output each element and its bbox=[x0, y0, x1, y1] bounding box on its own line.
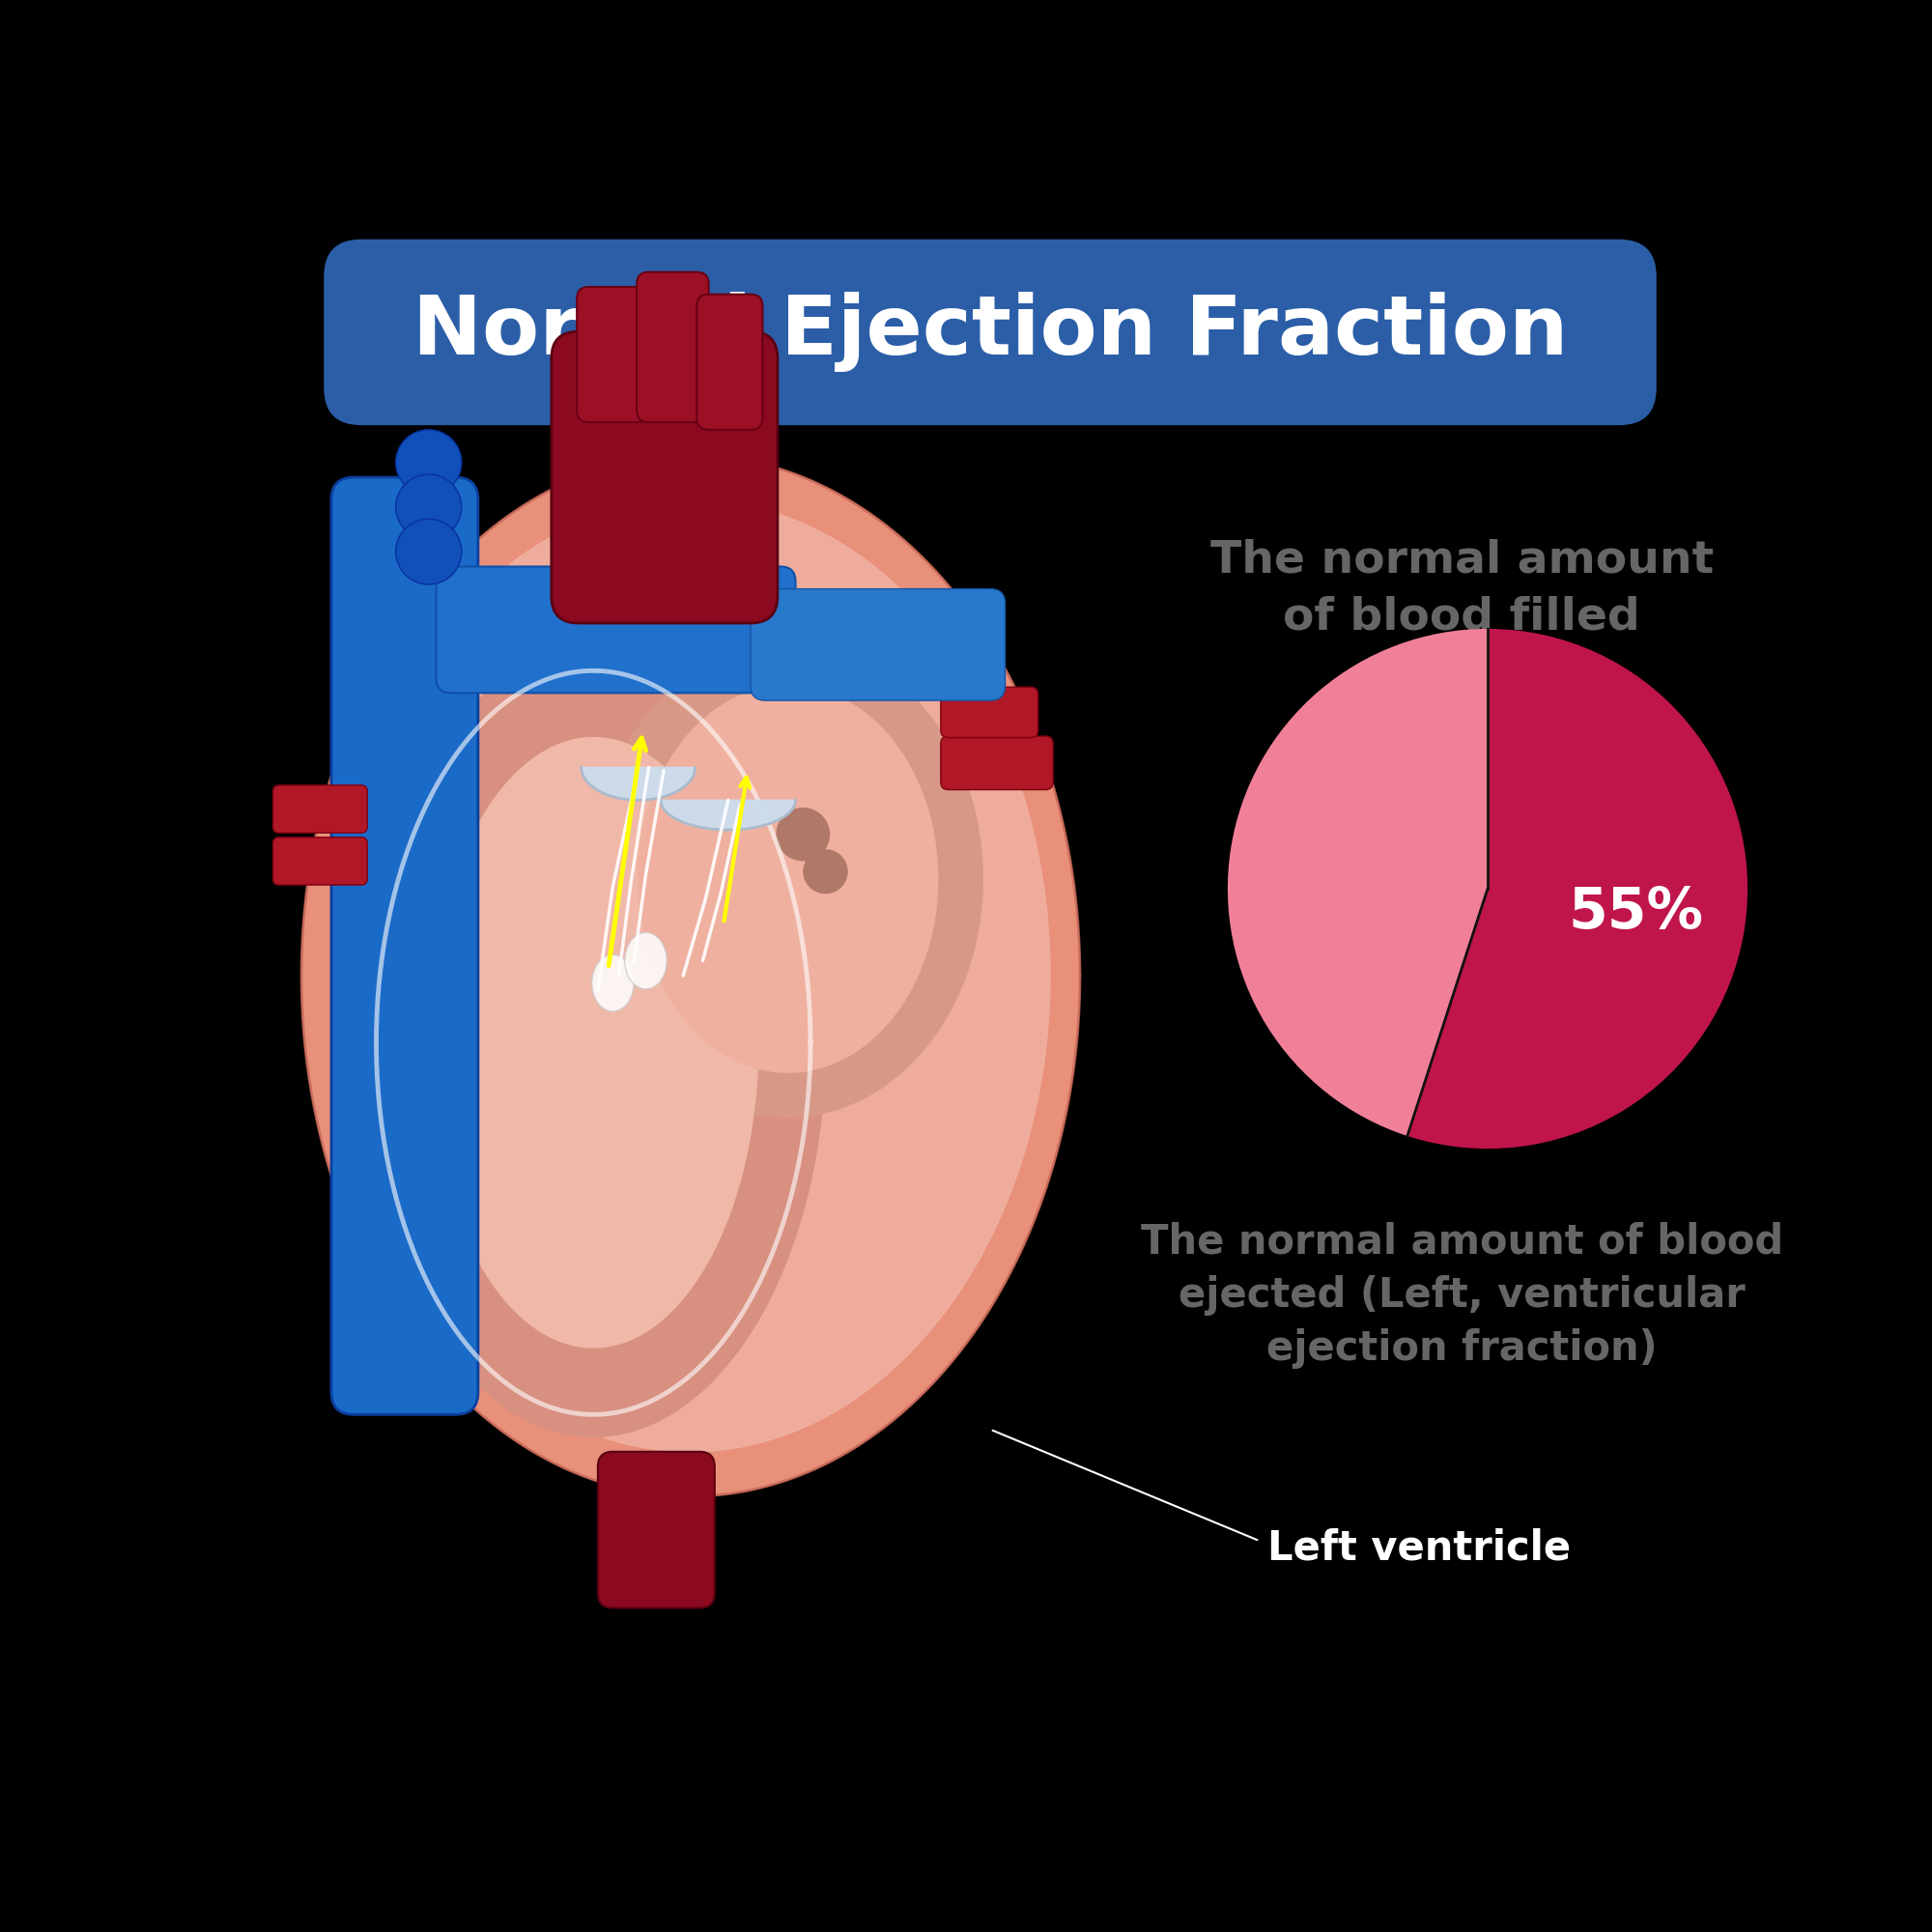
Circle shape bbox=[396, 429, 462, 495]
FancyBboxPatch shape bbox=[597, 1451, 715, 1607]
FancyBboxPatch shape bbox=[941, 736, 1053, 790]
Polygon shape bbox=[582, 767, 696, 800]
Polygon shape bbox=[429, 738, 757, 1347]
Polygon shape bbox=[661, 800, 796, 831]
FancyBboxPatch shape bbox=[272, 837, 367, 885]
Ellipse shape bbox=[624, 933, 667, 989]
FancyBboxPatch shape bbox=[332, 477, 477, 1414]
FancyBboxPatch shape bbox=[638, 272, 709, 423]
Polygon shape bbox=[332, 500, 1051, 1451]
Ellipse shape bbox=[591, 954, 634, 1010]
FancyBboxPatch shape bbox=[578, 286, 649, 423]
Wedge shape bbox=[1227, 628, 1488, 1136]
Text: The normal amount
of blood filled: The normal amount of blood filled bbox=[1209, 539, 1714, 639]
Circle shape bbox=[804, 850, 848, 895]
FancyBboxPatch shape bbox=[272, 784, 367, 833]
Polygon shape bbox=[593, 641, 983, 1117]
FancyBboxPatch shape bbox=[697, 294, 763, 429]
FancyBboxPatch shape bbox=[941, 688, 1037, 738]
Circle shape bbox=[396, 520, 462, 583]
Text: Normal Ejection Fraction: Normal Ejection Fraction bbox=[412, 292, 1569, 373]
Wedge shape bbox=[1406, 628, 1748, 1150]
FancyBboxPatch shape bbox=[437, 566, 796, 694]
Text: 55%: 55% bbox=[1569, 885, 1704, 939]
FancyBboxPatch shape bbox=[750, 589, 1005, 701]
FancyBboxPatch shape bbox=[551, 332, 777, 624]
Polygon shape bbox=[638, 686, 937, 1072]
FancyBboxPatch shape bbox=[325, 240, 1656, 425]
Text: The normal amount of blood
ejected (Left, ventricular
ejection fraction): The normal amount of blood ejected (Left… bbox=[1140, 1221, 1783, 1370]
Circle shape bbox=[396, 475, 462, 539]
Polygon shape bbox=[301, 456, 1080, 1495]
Text: Left ventricle: Left ventricle bbox=[1267, 1528, 1571, 1569]
Polygon shape bbox=[361, 649, 825, 1437]
Circle shape bbox=[777, 808, 831, 862]
